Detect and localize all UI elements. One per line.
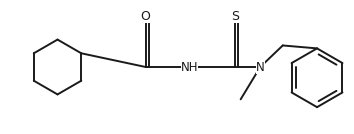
Text: NH: NH [181,62,199,75]
Text: N: N [256,62,264,75]
Text: S: S [231,10,239,23]
Text: O: O [141,10,150,23]
